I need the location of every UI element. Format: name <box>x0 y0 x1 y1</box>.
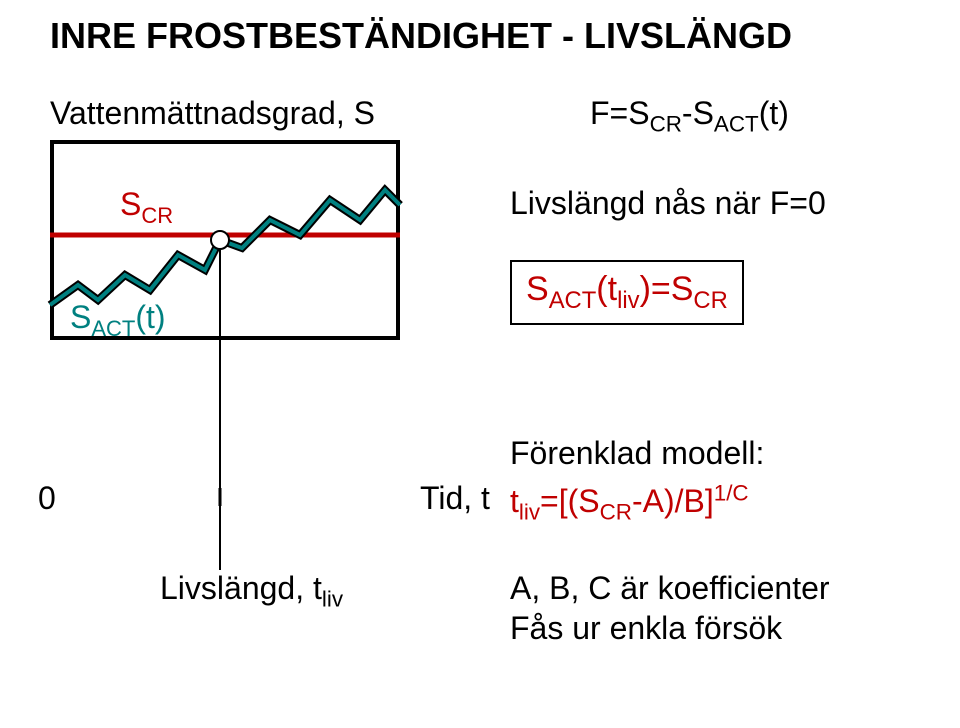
chart-svg: SCR SACT(t) <box>50 140 400 340</box>
axis-tick-svg <box>50 480 400 510</box>
sact-equals-scr-box: SACT(tliv)=SCR <box>510 260 744 325</box>
y-axis-label: Vattenmättnadsgrad, S <box>50 95 375 132</box>
simplified-model-label: Förenklad modell: <box>510 435 764 472</box>
svg-text:SCR: SCR <box>120 186 173 228</box>
svg-text:SACT(t): SACT(t) <box>70 299 166 341</box>
obtained-from-text: Fås ur enkla försök <box>510 610 782 647</box>
coefficients-text: A, B, C är koefficienter <box>510 570 830 607</box>
lifespan-axis-label: Livslängd, tliv <box>160 570 343 612</box>
f-expression: F=SCR-SACT(t) <box>590 95 789 137</box>
lifespan-condition-text: Livslängd nås när F=0 <box>510 185 826 222</box>
page-title: INRE FROSTBESTÄNDIGHET - LIVSLÄNGD <box>50 15 792 57</box>
slide: INRE FROSTBESTÄNDIGHET - LIVSLÄNGD Vatte… <box>0 0 960 728</box>
x-axis-label: Tid, t <box>420 480 490 517</box>
tliv-equation: tliv=[(SCR-A)/B]1/C <box>510 480 749 525</box>
